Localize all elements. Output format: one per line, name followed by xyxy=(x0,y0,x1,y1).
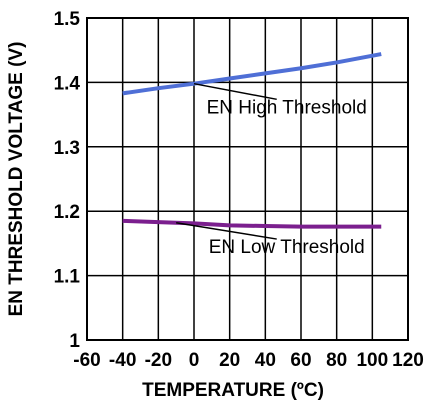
y-tick-label: 1.3 xyxy=(54,138,80,159)
x-tick-label: -60 xyxy=(73,350,100,371)
x-tick-label: 80 xyxy=(326,350,347,371)
series-lines xyxy=(122,52,382,229)
x-tick-labels: -60 -40 -20 0 20 40 60 80 100 120 xyxy=(73,350,424,371)
series-line xyxy=(122,218,382,229)
y-tick-label: 1.1 xyxy=(54,267,81,288)
y-tick-labels: 1 1.1 1.2 1.3 1.4 1.5 xyxy=(54,9,81,352)
x-tick-label: 100 xyxy=(356,350,388,371)
plot-border xyxy=(86,17,409,341)
y-tick-label: 1.4 xyxy=(54,73,81,94)
grid-lines xyxy=(87,18,408,340)
y-tick-label: 1.2 xyxy=(54,202,80,223)
y-tick-label: 1 xyxy=(69,331,80,352)
plot-frame xyxy=(86,17,409,341)
x-tick-label: -40 xyxy=(109,350,136,371)
x-tick-label: -20 xyxy=(145,350,172,371)
x-tick-label: 20 xyxy=(219,350,240,371)
series-line xyxy=(122,52,382,96)
y-axis-title: EN THRESHOLD VOLTAGE (V) xyxy=(6,42,27,317)
x-tick-label: 60 xyxy=(290,350,311,371)
annotation-leader xyxy=(176,222,277,240)
annotation-label: EN High Threshold xyxy=(207,97,367,118)
x-tick-label: 0 xyxy=(189,350,200,371)
annotation-label: EN Low Threshold xyxy=(209,237,365,258)
x-axis-title: TEMPERATURE (ºC) xyxy=(142,380,324,401)
annotation-leader xyxy=(193,82,277,101)
annotations: EN High Threshold EN Low Threshold xyxy=(176,82,367,258)
x-tick-label: 40 xyxy=(255,350,276,371)
y-tick-label: 1.5 xyxy=(54,9,81,30)
x-tick-label: 120 xyxy=(392,350,424,371)
